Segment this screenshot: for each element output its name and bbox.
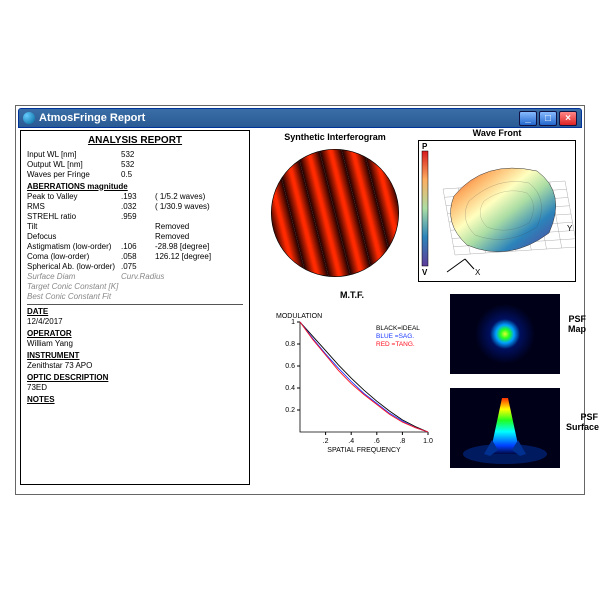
app-window: AtmosFringe Report _ □ × ANALYSIS REPORT… [15, 105, 585, 495]
svg-text:0.6: 0.6 [285, 363, 295, 370]
psf-map-label: PSFMap [566, 314, 586, 334]
notes-heading: NOTES [27, 395, 243, 405]
interferogram-title: Synthetic Interferogram [270, 132, 400, 142]
svg-text:.6: .6 [374, 438, 380, 445]
wf-v: V [422, 268, 428, 277]
aberrations-list: Peak to Valley.193( 1/5.2 waves)RMS.032(… [27, 192, 243, 272]
window-title: AtmosFringe Report [39, 112, 145, 124]
maximize-button[interactable]: □ [539, 111, 557, 126]
psf-surface-plot [450, 388, 560, 468]
title-bar[interactable]: AtmosFringe Report _ □ × [18, 108, 582, 128]
date-heading: DATE [27, 307, 243, 317]
close-button[interactable]: × [559, 111, 577, 126]
aberration-row: DefocusRemoved [27, 232, 243, 242]
app-icon [23, 112, 35, 124]
svg-text:BLACK=IDEAL: BLACK=IDEAL [376, 325, 420, 332]
aberration-row: Peak to Valley.193( 1/5.2 waves) [27, 192, 243, 202]
separator [27, 304, 243, 305]
psf-map-plot [450, 294, 560, 374]
svg-text:1: 1 [291, 319, 295, 326]
param-label: Waves per Fringe [27, 170, 121, 180]
wf-y: Y [567, 224, 573, 233]
report-title: ANALYSIS REPORT [27, 135, 243, 148]
svg-text:1.0: 1.0 [423, 438, 433, 445]
svg-text:0.2: 0.2 [285, 407, 295, 414]
minimize-button[interactable]: _ [519, 111, 537, 126]
wavefront-plot: P V X Y [419, 141, 575, 281]
psf-surface-panel [450, 388, 560, 468]
svg-text:MODULATION: MODULATION [276, 313, 322, 320]
greyed-row: Best Conic Constant Fit [27, 292, 243, 302]
aberration-row: TiltRemoved [27, 222, 243, 232]
param-label: Output WL [nm] [27, 160, 121, 170]
wavefront-panel: P V X Y [418, 140, 576, 282]
svg-text:0.8: 0.8 [285, 341, 295, 348]
greyed-row: Surface DiamCurv.Radius [27, 272, 243, 282]
aberration-row: RMS.032( 1/30.9 waves) [27, 202, 243, 212]
client-area: ANALYSIS REPORT Input WL [nm] 532 Output… [20, 130, 580, 490]
mtf-title: M.T.F. [268, 290, 436, 300]
aberration-row: Astigmatism (low-order).106-28.98 [degre… [27, 242, 243, 252]
psf-map-panel [450, 294, 560, 374]
param-row: Output WL [nm] 532 [27, 160, 243, 170]
optic-heading: OPTIC DESCRIPTION [27, 373, 243, 383]
wf-x: X [475, 268, 481, 277]
param-row: Input WL [nm] 532 [27, 150, 243, 160]
svg-text:.8: .8 [399, 438, 405, 445]
svg-text:.4: .4 [348, 438, 354, 445]
aberration-row: Coma (low-order).058126.12 [degree] [27, 252, 243, 262]
wf-p: P [422, 142, 428, 151]
param-row: Waves per Fringe 0.5 [27, 170, 243, 180]
date-value: 12/4/2017 [27, 317, 243, 327]
param-value: 0.5 [121, 170, 155, 180]
greyed-params: Surface DiamCurv.RadiusTarget Conic Cons… [27, 272, 243, 302]
mtf-plot: 0.2 0.4 0.6 0.8 1 .2 .4 .6 .8 1.0 MODULATION SPATIA… [268, 304, 436, 454]
svg-text:.2: .2 [323, 438, 329, 445]
param-value: 532 [121, 150, 155, 160]
analysis-report-panel: ANALYSIS REPORT Input WL [nm] 532 Output… [20, 130, 250, 485]
param-value: 532 [121, 160, 155, 170]
instrument-value: Zenithstar 73 APO [27, 361, 243, 371]
operator-heading: OPERATOR [27, 329, 243, 339]
aberrations-heading: ABERRATIONS magnitude [27, 182, 243, 192]
optic-value: 73ED [27, 383, 243, 393]
aberration-row: STREHL ratio.959 [27, 212, 243, 222]
param-label: Input WL [nm] [27, 150, 121, 160]
aberration-row: Spherical Ab. (low-order).075 [27, 262, 243, 272]
wavefront-title: Wave Front [418, 128, 576, 138]
greyed-row: Target Conic Constant [K] [27, 282, 243, 292]
svg-text:BLUE =SAG.: BLUE =SAG. [376, 333, 414, 340]
svg-text:SPATIAL FREQUENCY: SPATIAL FREQUENCY [327, 447, 401, 454]
svg-text:0.4: 0.4 [285, 385, 295, 392]
psf-surface-label: PSFSurface [566, 412, 598, 432]
interferogram-plot [270, 148, 400, 278]
instrument-heading: INSTRUMENT [27, 351, 243, 361]
operator-value: William Yang [27, 339, 243, 349]
svg-text:RED =TANG.: RED =TANG. [376, 341, 415, 348]
